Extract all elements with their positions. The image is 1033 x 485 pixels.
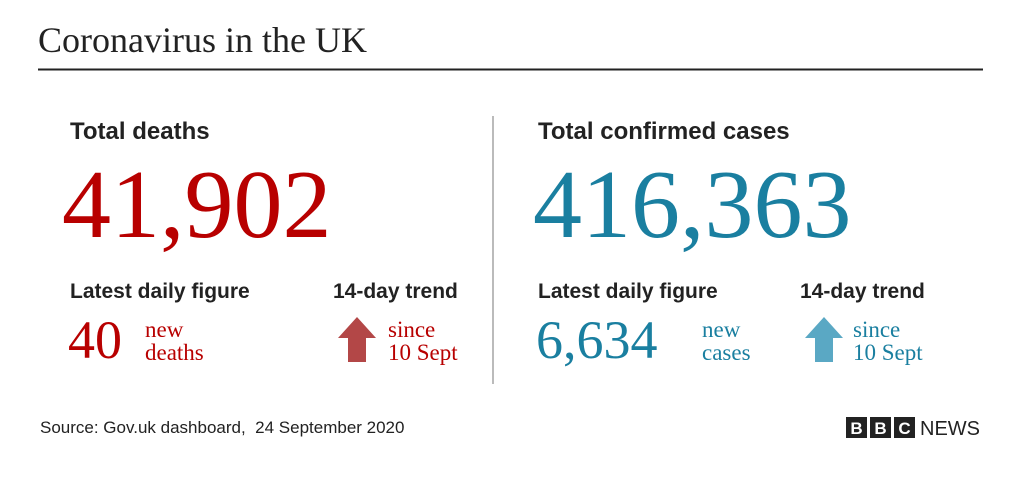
panel-total: 416,363 (533, 151, 852, 259)
trend-arrow-up (805, 317, 843, 362)
trend-arrow-up (338, 317, 376, 362)
trend-note: since (388, 317, 435, 342)
daily-unit: new (702, 317, 741, 342)
daily-unit: cases (702, 340, 751, 365)
panel-total: 41,902 (62, 151, 332, 259)
logo-block (870, 417, 891, 438)
source: Source: Gov.uk dashboard, 24 September 2… (40, 418, 404, 437)
trend-label: 14-day trend (333, 280, 458, 303)
logo-letter: B (850, 419, 862, 438)
logo-text: NEWS (920, 418, 980, 440)
trend-note: 10 Sept (853, 340, 923, 365)
daily-value: 40 (68, 310, 122, 370)
daily-unit: deaths (145, 340, 204, 365)
logo-letter: C (898, 419, 910, 438)
panel-heading: Total confirmed cases (538, 118, 790, 145)
trend-label: 14-day trend (800, 280, 925, 303)
logo-block (894, 417, 915, 438)
daily-value: 6,634 (536, 310, 658, 370)
daily-unit: new (145, 317, 184, 342)
daily-label: Latest daily figure (70, 280, 250, 303)
daily-label: Latest daily figure (538, 280, 718, 303)
trend-note: since (853, 317, 900, 342)
logo-letter: B (874, 419, 886, 438)
trend-note: 10 Sept (388, 340, 458, 365)
title: Coronavirus in the UK (38, 20, 367, 60)
panel-heading: Total deaths (70, 118, 210, 145)
logo-block (846, 417, 867, 438)
